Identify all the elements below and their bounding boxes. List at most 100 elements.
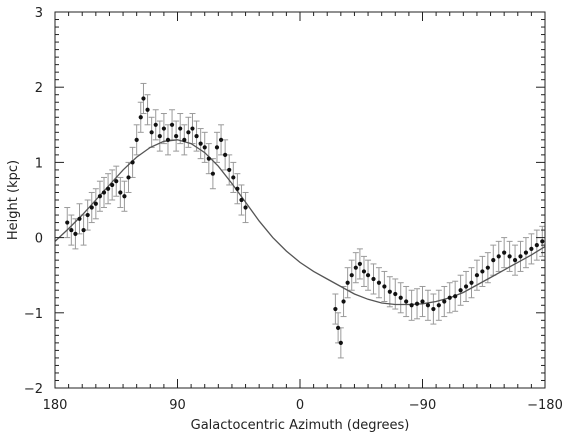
data-point [523, 250, 529, 255]
data-point [118, 190, 123, 195]
data-point [85, 212, 90, 218]
data-point [231, 175, 236, 180]
data-point [122, 194, 127, 199]
data-point [398, 295, 403, 300]
data-point [442, 299, 447, 304]
y-tick-label: 2 [35, 81, 43, 96]
error-bars [64, 82, 546, 359]
data-point [165, 137, 171, 142]
data-point [174, 133, 179, 139]
data-point [126, 175, 131, 180]
data-point [447, 295, 452, 300]
y-tick-label: −1 [24, 307, 43, 322]
data-point [214, 145, 220, 150]
data-point [169, 122, 175, 127]
data-point [474, 273, 480, 278]
y-tick-label: 3 [35, 6, 43, 21]
data-point [414, 301, 420, 306]
data-point [134, 137, 139, 142]
data-point [338, 340, 343, 345]
data-point [512, 258, 518, 263]
data-point [353, 265, 358, 270]
data-point [387, 289, 392, 294]
data-point [157, 133, 162, 139]
data-point [73, 231, 78, 236]
x-tick-label: −180 [527, 398, 563, 413]
data-point [138, 115, 143, 120]
data-point [480, 269, 485, 274]
data-point [178, 126, 183, 131]
data-point [371, 276, 376, 282]
data-point [149, 130, 154, 135]
data-point [357, 261, 362, 267]
data-point [161, 126, 166, 131]
data-point [89, 205, 94, 210]
x-axis-label: Galactocentric Azimuth (degrees) [191, 418, 410, 433]
data-point [425, 303, 431, 308]
data-point [186, 130, 191, 135]
data-point [458, 288, 463, 293]
data-point [453, 294, 458, 299]
data-point [502, 250, 507, 255]
data-point [436, 303, 441, 308]
data-point [404, 299, 409, 304]
data-point [210, 171, 215, 176]
x-tick-label: 0 [296, 398, 304, 413]
data-point [496, 254, 501, 259]
data-point [105, 186, 111, 191]
y-axis-label: Height (kpc) [6, 160, 21, 240]
data-point [518, 254, 523, 259]
data-point [130, 160, 135, 165]
data-point [145, 107, 150, 112]
data-point [69, 227, 74, 233]
data-point [507, 254, 512, 259]
data-point [114, 179, 119, 184]
data-point [202, 145, 207, 150]
x-tick-label: 90 [169, 398, 186, 413]
data-points [65, 96, 545, 345]
data-point [365, 273, 371, 278]
x-tick-label: −90 [409, 398, 436, 413]
plot-frame [54, 11, 546, 389]
data-point [382, 284, 387, 289]
x-tick-label: 180 [43, 398, 68, 413]
data-point [491, 258, 496, 263]
data-point [540, 239, 545, 244]
data-point [239, 197, 244, 203]
data-point [93, 201, 98, 206]
fit-curve-layer [54, 139, 546, 306]
data-point [77, 216, 82, 221]
data-point [341, 299, 346, 304]
axis-ticks [54, 11, 546, 389]
data-point [110, 182, 115, 188]
data-point [97, 194, 103, 199]
data-point [361, 269, 367, 274]
data-point [393, 291, 398, 297]
y-tick-label: −2 [24, 382, 43, 397]
data-point [534, 243, 539, 248]
data-point [141, 96, 146, 101]
data-point [333, 306, 338, 312]
data-point [227, 167, 232, 173]
data-point [485, 265, 490, 270]
data-point [182, 137, 187, 142]
data-point [223, 152, 228, 157]
data-point [81, 227, 86, 233]
data-point [529, 246, 534, 251]
data-point [376, 280, 382, 285]
data-point [243, 205, 248, 210]
data-point [190, 126, 195, 131]
data-point [153, 122, 158, 127]
data-point [235, 186, 240, 191]
data-point [65, 220, 70, 225]
data-point [431, 306, 436, 312]
data-point [101, 190, 107, 195]
data-point [336, 325, 341, 330]
data-point [198, 141, 203, 146]
data-point [409, 303, 414, 308]
tick-labels: 180 90 0 −90 −180 −2 −1 0 1 2 3 [24, 6, 563, 413]
fit-curve [54, 139, 546, 306]
data-point [345, 280, 350, 285]
y-tick-label: 1 [35, 156, 43, 171]
